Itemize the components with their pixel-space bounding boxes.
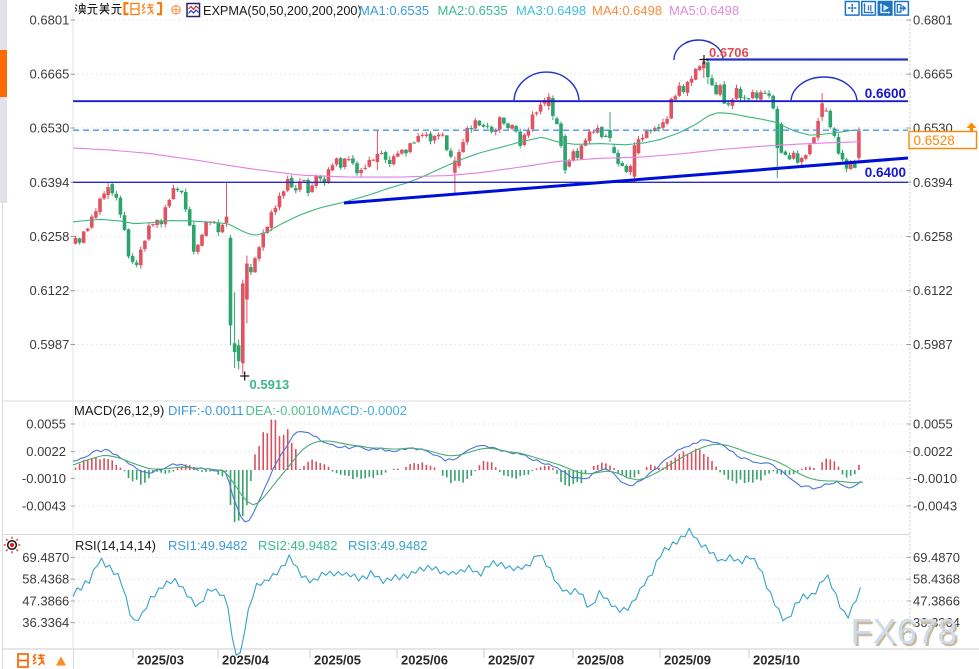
svg-text:RSI1:49.9482: RSI1:49.9482	[168, 538, 248, 553]
svg-text:DIFF:-0.0011: DIFF:-0.0011	[168, 403, 244, 418]
svg-text:MA1:0.6535: MA1:0.6535	[359, 3, 429, 18]
svg-text:0.6665: 0.6665	[30, 67, 70, 82]
svg-text:MA4:0.6498: MA4:0.6498	[592, 3, 662, 18]
svg-text:0.6665: 0.6665	[913, 67, 953, 82]
svg-text:0.6394: 0.6394	[30, 175, 70, 190]
svg-text:-0.0010: -0.0010	[913, 471, 957, 486]
svg-text:0.5987: 0.5987	[913, 337, 953, 352]
svg-text:36.3364: 36.3364	[22, 615, 69, 630]
svg-text:RSI2:49.9482: RSI2:49.9482	[258, 538, 338, 553]
svg-text:MA3:0.6498: MA3:0.6498	[516, 3, 586, 18]
svg-text:-0.0010: -0.0010	[22, 471, 66, 486]
svg-text:0.6530: 0.6530	[30, 121, 70, 136]
svg-text:MA5:0.6498: MA5:0.6498	[669, 3, 739, 18]
svg-text:2025/05: 2025/05	[314, 653, 361, 668]
svg-text:FX678: FX678	[853, 614, 960, 654]
svg-text:0.6801: 0.6801	[30, 13, 70, 28]
svg-text:47.3866: 47.3866	[913, 594, 960, 609]
svg-text:47.3866: 47.3866	[22, 594, 69, 609]
svg-text:0.6801: 0.6801	[913, 13, 953, 28]
svg-text:0.6706: 0.6706	[709, 45, 749, 60]
svg-text:2025/04: 2025/04	[222, 653, 270, 668]
svg-text:2025/09: 2025/09	[664, 653, 711, 668]
svg-text:36.3364: 36.3364	[913, 615, 960, 630]
svg-text:2025/06: 2025/06	[401, 653, 448, 668]
svg-text:0.5913: 0.5913	[250, 377, 290, 392]
svg-text:0.6258: 0.6258	[30, 229, 70, 244]
svg-text:DEA:-0.0010: DEA:-0.0010	[246, 403, 320, 418]
svg-text:0.6122: 0.6122	[30, 283, 70, 298]
svg-text:2025/10: 2025/10	[753, 653, 800, 668]
svg-text:0.0022: 0.0022	[26, 444, 66, 459]
svg-text:-0.0043: -0.0043	[22, 499, 66, 514]
svg-text:FX678: FX678	[851, 612, 958, 652]
svg-text:2025/03: 2025/03	[137, 653, 184, 668]
svg-text:69.4870: 69.4870	[913, 550, 960, 565]
svg-text:0.6600: 0.6600	[865, 86, 906, 101]
svg-text:RSI3:49.9482: RSI3:49.9482	[348, 538, 428, 553]
svg-text:2025/08: 2025/08	[577, 653, 624, 668]
svg-text:MA2:0.6535: MA2:0.6535	[438, 3, 508, 18]
svg-text:58.4368: 58.4368	[913, 572, 960, 587]
svg-text:0.0055: 0.0055	[26, 417, 66, 432]
svg-text:2025/07: 2025/07	[488, 653, 535, 668]
svg-text:69.4870: 69.4870	[22, 550, 69, 565]
svg-text:0.6258: 0.6258	[913, 229, 953, 244]
svg-text:0.6394: 0.6394	[913, 175, 953, 190]
svg-text:MACD:-0.0002: MACD:-0.0002	[321, 403, 407, 418]
svg-text:0.5987: 0.5987	[30, 337, 70, 352]
svg-text:-0.0043: -0.0043	[913, 499, 957, 514]
svg-text:RSI(14,14,14): RSI(14,14,14)	[75, 538, 156, 553]
svg-text:MACD(26,12,9): MACD(26,12,9)	[74, 403, 164, 418]
svg-text:0.6528: 0.6528	[914, 133, 955, 148]
svg-text:0.6122: 0.6122	[913, 283, 953, 298]
svg-text:58.4368: 58.4368	[22, 572, 69, 587]
svg-text:0.0055: 0.0055	[913, 417, 953, 432]
svg-text:0.0022: 0.0022	[913, 444, 953, 459]
svg-text:EXPMA(50,50,200,200,200): EXPMA(50,50,200,200,200)	[203, 4, 362, 18]
svg-text:0.6400: 0.6400	[865, 165, 906, 180]
